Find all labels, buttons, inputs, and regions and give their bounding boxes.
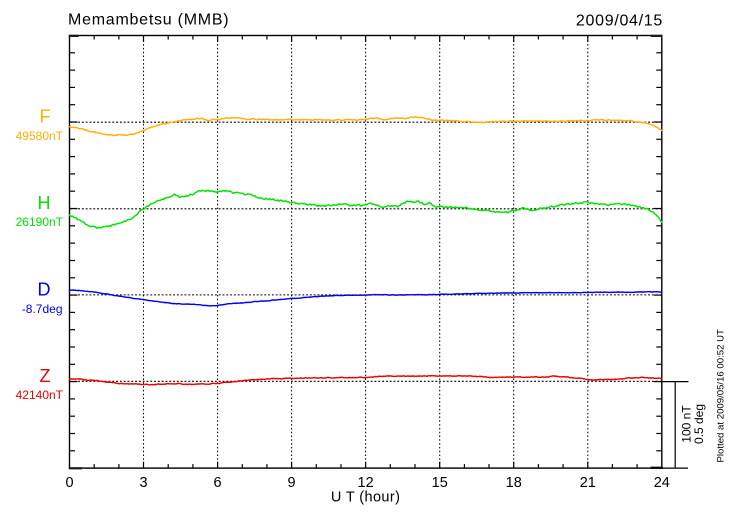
svg-text:2009/04/15: 2009/04/15 bbox=[576, 13, 663, 30]
svg-text:15: 15 bbox=[432, 475, 448, 491]
svg-text:H: H bbox=[38, 193, 51, 213]
svg-text:F: F bbox=[40, 107, 51, 127]
svg-text:26190nT: 26190nT bbox=[16, 215, 64, 229]
svg-text:100 nT: 100 nT bbox=[680, 405, 694, 443]
svg-text:Plotted at 2009/05/16 00:52 UT: Plotted at 2009/05/16 00:52 UT bbox=[716, 329, 727, 462]
svg-text:U T (hour): U T (hour) bbox=[331, 489, 401, 505]
svg-text:49580nT: 49580nT bbox=[16, 129, 64, 143]
svg-text:0: 0 bbox=[65, 475, 73, 491]
svg-text:Memambetsu (MMB): Memambetsu (MMB) bbox=[68, 12, 229, 29]
svg-text:D: D bbox=[38, 280, 51, 300]
svg-text:Z: Z bbox=[40, 366, 51, 386]
svg-text:24: 24 bbox=[654, 475, 670, 491]
svg-text:9: 9 bbox=[288, 475, 296, 491]
svg-text:21: 21 bbox=[580, 475, 596, 491]
svg-text:0.5 deg: 0.5 deg bbox=[692, 404, 706, 444]
svg-text:6: 6 bbox=[214, 475, 222, 491]
svg-text:-8.7deg: -8.7deg bbox=[22, 302, 63, 316]
svg-text:18: 18 bbox=[506, 475, 522, 491]
svg-text:3: 3 bbox=[139, 475, 147, 491]
svg-text:12: 12 bbox=[358, 475, 374, 491]
svg-text:42140nT: 42140nT bbox=[16, 388, 64, 402]
